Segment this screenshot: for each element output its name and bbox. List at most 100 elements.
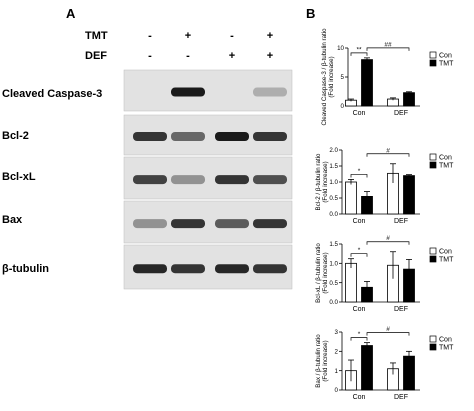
- significance-mark: *: [358, 168, 361, 175]
- x-tick-label: Con: [353, 306, 366, 313]
- blot-band: [171, 87, 205, 97]
- blot-label: Cleaved Caspase-3: [2, 88, 102, 100]
- bar-chart: Bcl-2 / β-tubulin ratio (Fold increase)0.…: [315, 147, 454, 225]
- bar-chart: Cleaved Caspase-3 / β-tubulin ratio (Fold…: [321, 28, 454, 126]
- condition-mark: +: [185, 30, 191, 42]
- y-tick-label: 0: [341, 103, 345, 110]
- blot-band: [253, 175, 287, 185]
- significance-mark: *: [358, 247, 361, 254]
- y-tick-label: 2.0: [329, 147, 338, 154]
- bar: [403, 175, 415, 215]
- legend-swatch: [429, 255, 437, 263]
- y-tick-label: 1.5: [329, 241, 338, 248]
- legend-label: Con: [439, 249, 452, 256]
- y-tick-label: 0.5: [329, 280, 338, 287]
- y-axis-label: (Fold increase): [322, 161, 329, 202]
- x-tick-label: DEF: [394, 110, 408, 117]
- significance-bracket: [350, 337, 368, 341]
- significance-bracket: [366, 153, 410, 157]
- panel-a: A TMT - + - + DEF - - + + Cleaved Caspase-3 Bcl-2 B…: [2, 6, 293, 290]
- y-tick-label: 0.5: [329, 195, 338, 202]
- y-tick-label: 0.0: [329, 211, 338, 218]
- blot-band: [171, 132, 205, 141]
- bar-chart: Bax / β-tubulin ratio (Fold increase) 0 1 2 3…: [315, 326, 454, 401]
- condition-mark: -: [148, 50, 152, 62]
- condition-mark: +: [267, 30, 273, 42]
- y-tick-label: 5: [341, 74, 345, 81]
- significance-mark: #: [386, 326, 390, 333]
- bar: [403, 355, 415, 391]
- legend-label: TMT: [439, 163, 454, 170]
- legend-label: Con: [439, 337, 452, 344]
- condition-rows: TMT - + - + DEF - - + +: [85, 30, 273, 62]
- y-tick-label: 10: [337, 45, 344, 52]
- x-tick-label: DEF: [394, 306, 408, 313]
- y-tick-label: 1: [335, 368, 339, 375]
- y-tick-label: 1.0: [329, 179, 338, 186]
- x-tick-label: Con: [353, 218, 366, 225]
- significance-bracket: [350, 174, 368, 178]
- x-tick-label: DEF: [394, 218, 408, 225]
- legend-label: TMT: [439, 61, 454, 68]
- bar: [403, 92, 415, 107]
- bar-charts: Cleaved Caspase-3 / β-tubulin ratio (Fold…: [315, 28, 454, 401]
- bar: [345, 181, 357, 215]
- blot-label: Bcl-xL: [2, 171, 36, 183]
- blot-band: [133, 175, 167, 185]
- significance-bracket: [350, 253, 368, 257]
- blot-label: β-tubulin: [2, 263, 49, 275]
- legend-swatch: [429, 51, 437, 59]
- legend-swatch: [429, 335, 437, 343]
- blot-band: [171, 264, 205, 274]
- condition-mark: +: [267, 50, 273, 62]
- blot-label: Bax: [2, 214, 23, 226]
- bar: [361, 59, 373, 107]
- significance-mark: ##: [384, 41, 392, 48]
- blot-band: [171, 219, 205, 229]
- legend-swatch: [429, 247, 437, 255]
- blot-band: [215, 132, 249, 141]
- condition-mark: -: [148, 30, 152, 42]
- y-tick-label: 1.5: [329, 163, 338, 170]
- significance-bracket: [366, 241, 410, 245]
- significance-bracket: [366, 47, 410, 51]
- blot-label: Bcl-2: [2, 130, 29, 142]
- blot-band: [133, 132, 167, 141]
- legend-swatch: [429, 153, 437, 161]
- blot-band: [253, 219, 287, 229]
- significance-mark: **: [356, 46, 362, 53]
- y-tick-label: 3: [335, 329, 339, 336]
- panel-b-label: B: [306, 6, 315, 21]
- blot-band: [133, 219, 167, 229]
- blot-band: [253, 87, 287, 97]
- y-axis-label: Bcl-xL / β-tubulin ratio: [315, 243, 322, 303]
- y-axis-label: Cleaved Caspase-3 / β-tubulin ratio: [321, 28, 328, 126]
- significance-bracket: [350, 52, 368, 56]
- blot-band: [171, 175, 205, 185]
- y-axis-label: Bax / β-tubulin ratio: [315, 334, 322, 388]
- condition-label: TMT: [85, 30, 108, 42]
- legend-label: Con: [439, 155, 452, 162]
- significance-mark: *: [358, 331, 361, 338]
- y-axis-label: Bcl-2 / β-tubulin ratio: [315, 153, 322, 210]
- condition-mark: +: [229, 50, 235, 62]
- blot-band: [215, 175, 249, 185]
- y-tick-label: 0: [335, 387, 339, 394]
- x-tick-label: DEF: [394, 394, 408, 401]
- blot-band: [215, 264, 249, 274]
- condition-label: DEF: [85, 50, 107, 62]
- x-tick-label: Con: [353, 394, 366, 401]
- condition-mark: -: [186, 50, 190, 62]
- significance-mark: #: [386, 235, 390, 242]
- y-tick-label: 2: [335, 349, 339, 356]
- y-axis-label: (Fold increase): [322, 252, 329, 293]
- blot-band: [253, 264, 287, 274]
- blot-band: [215, 219, 249, 229]
- y-axis-label: (Fold increase): [322, 340, 329, 381]
- significance-mark: #: [386, 147, 390, 154]
- legend-swatch: [429, 343, 437, 351]
- y-axis-label: (Fold increase): [328, 56, 335, 97]
- x-tick-label: Con: [353, 110, 366, 117]
- panel-a-label: A: [66, 6, 76, 21]
